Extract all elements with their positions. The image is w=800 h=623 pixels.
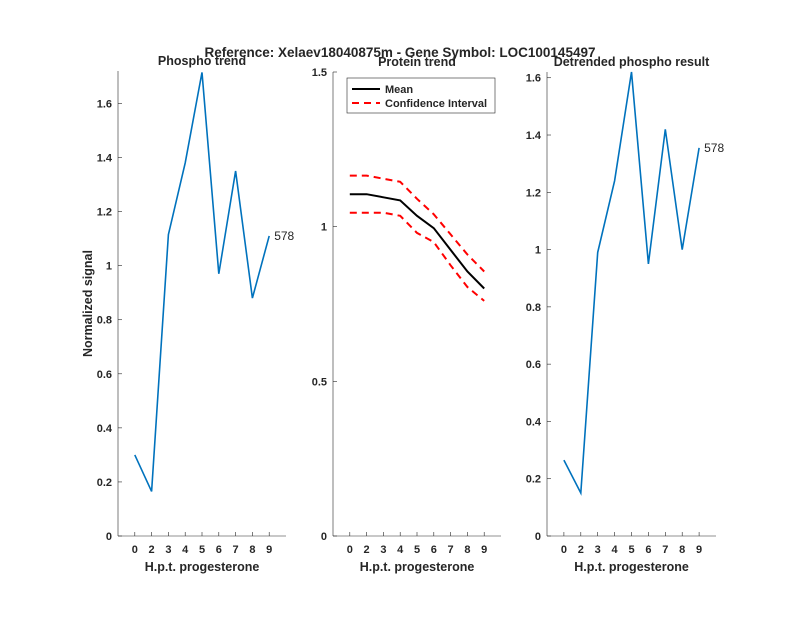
x-axis-label: H.p.t. progesterone [360,560,475,574]
x-axis-label: H.p.t. progesterone [574,560,689,574]
subplot-title: Phospho trend [158,54,246,68]
x-tick-label: 0 [347,544,353,556]
x-tick-label: 9 [696,544,702,556]
x-tick-label: 5 [628,544,634,556]
legend: Mean Confidence Interval [347,78,495,113]
x-tick-label: 0 [561,544,567,556]
x-tick-label: 6 [216,544,222,556]
x-tick-label: 3 [165,544,171,556]
subplot-title: Detrended phospho result [554,55,710,69]
y-tick-label: 1.5 [312,67,327,79]
x-tick-label: 2 [364,544,370,556]
series-line-phospho [135,72,269,491]
y-axis-label: Normalized signal [81,250,95,357]
x-tick-label: 9 [481,544,487,556]
y-tick-label: 0 [535,531,541,543]
y-tick-label: 0.8 [526,302,541,314]
x-tick-label: 7 [662,544,668,556]
series-line-ci-lower [350,213,484,301]
x-tick-label: 2 [578,544,584,556]
y-tick-label: 0.6 [97,369,112,381]
y-tick-label: 1 [106,261,112,273]
y-tick-label: 1 [535,245,541,257]
x-tick-label: 7 [448,544,454,556]
x-tick-label: 5 [199,544,205,556]
series-line-confidence-interval [350,176,484,272]
legend-label: Confidence Interval [385,98,487,110]
x-tick-label: 2 [149,544,155,556]
line-annotation: 578 [274,229,294,243]
series-line-detrended [564,72,699,493]
series-line-mean [350,194,484,288]
y-tick-label: 0.2 [526,474,541,486]
y-tick-label: 0 [321,531,327,543]
y-tick-label: 0.4 [526,416,542,428]
y-tick-label: 1.2 [526,187,541,199]
y-tick-label: 0.4 [97,423,113,435]
x-tick-label: 0 [132,544,138,556]
x-tick-label: 4 [612,544,619,556]
y-tick-label: 0.2 [97,477,112,489]
y-tick-label: 1.2 [97,207,112,219]
line-annotation: 578 [704,141,724,155]
x-tick-label: 9 [266,544,272,556]
legend-label: Mean [385,84,413,96]
x-tick-label: 8 [464,544,470,556]
x-tick-label: 8 [249,544,255,556]
x-tick-label: 6 [645,544,651,556]
x-tick-label: 7 [233,544,239,556]
x-tick-label: 3 [380,544,386,556]
x-tick-label: 3 [595,544,601,556]
x-axis-label: H.p.t. progesterone [145,560,260,574]
y-tick-label: 1.6 [97,98,112,110]
y-tick-label: 0.8 [97,315,112,327]
x-tick-label: 4 [182,544,189,556]
y-tick-label: 0.6 [526,359,541,371]
y-tick-label: 0.5 [312,376,327,388]
subplot-title: Protein trend [378,55,456,69]
x-tick-label: 8 [679,544,685,556]
y-tick-label: 1.4 [526,130,542,142]
y-tick-label: 1.6 [526,73,541,85]
y-tick-label: 1.4 [97,153,113,165]
x-tick-label: 4 [397,544,404,556]
x-tick-label: 5 [414,544,420,556]
y-tick-label: 1 [321,222,327,234]
y-tick-label: 0 [106,531,112,543]
x-tick-label: 6 [431,544,437,556]
